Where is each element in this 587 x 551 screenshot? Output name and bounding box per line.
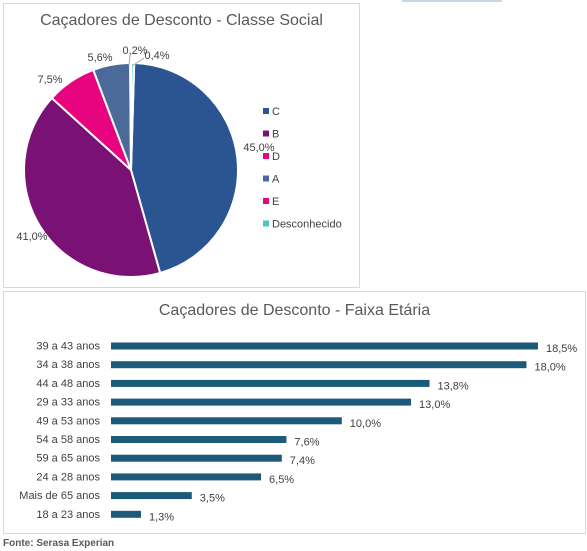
top-edge-bar	[402, 0, 502, 2]
pie-chart-title: Caçadores de Desconto - Classe Social	[40, 12, 323, 29]
pie-data-label-a: 5,6%	[87, 52, 112, 64]
legend-label-e: E	[272, 196, 279, 208]
source-note: Fonte: Serasa Experian	[3, 538, 115, 549]
bar-data-label: 10,0%	[350, 418, 381, 430]
bar-category-label: 24 a 28 anos	[36, 471, 100, 483]
bar	[111, 454, 282, 462]
bar-category-label: 34 a 38 anos	[36, 359, 100, 371]
bar-category-label: 44 a 48 anos	[36, 378, 100, 390]
pie-slice-desconhecido	[130, 61, 136, 171]
pie-data-label-d: 7,5%	[37, 74, 62, 86]
bar-data-label: 7,6%	[294, 437, 319, 449]
bar	[111, 342, 538, 350]
legend-swatch-b	[263, 130, 269, 137]
bar-category-label: 29 a 33 anos	[36, 397, 100, 409]
bar-data-label: 13,0%	[419, 399, 450, 411]
bar-data-label: 18,0%	[534, 362, 565, 374]
bar-data-label: 13,8%	[438, 380, 469, 392]
bar	[111, 398, 412, 406]
bar-category-label: 39 a 43 anos	[36, 341, 100, 353]
bar-data-label: 18,5%	[546, 343, 577, 355]
bar	[111, 492, 192, 500]
bar	[111, 510, 142, 518]
bar-category-label: 59 a 65 anos	[36, 453, 100, 465]
bar-chart-title: Caçadores de Desconto - Faixa Etária	[158, 302, 431, 319]
bar-category-label: Mais de 65 anos	[19, 490, 100, 502]
pie-data-label-b: 41,0%	[16, 231, 47, 243]
legend-label-c: C	[272, 106, 280, 118]
bar-category-label: 49 a 53 anos	[36, 415, 100, 427]
bar	[111, 473, 262, 481]
legend-label-a: A	[272, 174, 280, 186]
legend-label-b: B	[272, 129, 279, 141]
bar-data-label: 6,5%	[269, 474, 294, 486]
bar-chart-panel: Caçadores de Desconto - Faixa Etária 39 …	[3, 291, 586, 534]
legend-label-d: D	[272, 151, 280, 163]
bar	[111, 361, 527, 369]
bar-chart: 39 a 43 anos 18,5% 34 a 38 anos 18,0% 44 a 4…	[19, 341, 577, 524]
pie-data-label-desconhecido: 0,4%	[144, 50, 169, 62]
pie-data-label-c: 45,0%	[243, 142, 274, 154]
legend-swatch-d	[263, 153, 269, 159]
legend-swatch-a	[263, 175, 269, 182]
bar	[111, 417, 342, 425]
bar-category-label: 54 a 58 anos	[36, 434, 100, 446]
pie-slice-b	[23, 96, 162, 278]
pie-data-label-e: 0,2%	[122, 45, 147, 57]
pie-slice-c	[129, 62, 239, 275]
bar-data-label: 3,5%	[200, 493, 225, 505]
bar	[111, 379, 430, 387]
pie-chart-panel: Caçadores de Desconto - Classe Social 45…	[3, 3, 360, 288]
legend-swatch-c	[263, 108, 269, 114]
bar-data-label: 7,4%	[290, 455, 315, 467]
bar-category-label: 18 a 23 anos	[36, 509, 100, 521]
bar	[111, 436, 287, 443]
legend-swatch-e	[263, 198, 269, 204]
legend-swatch-desconhecido	[263, 220, 269, 227]
bar-data-label: 1,3%	[149, 511, 174, 523]
legend-label-desconhecido: Desconhecido	[272, 219, 342, 231]
